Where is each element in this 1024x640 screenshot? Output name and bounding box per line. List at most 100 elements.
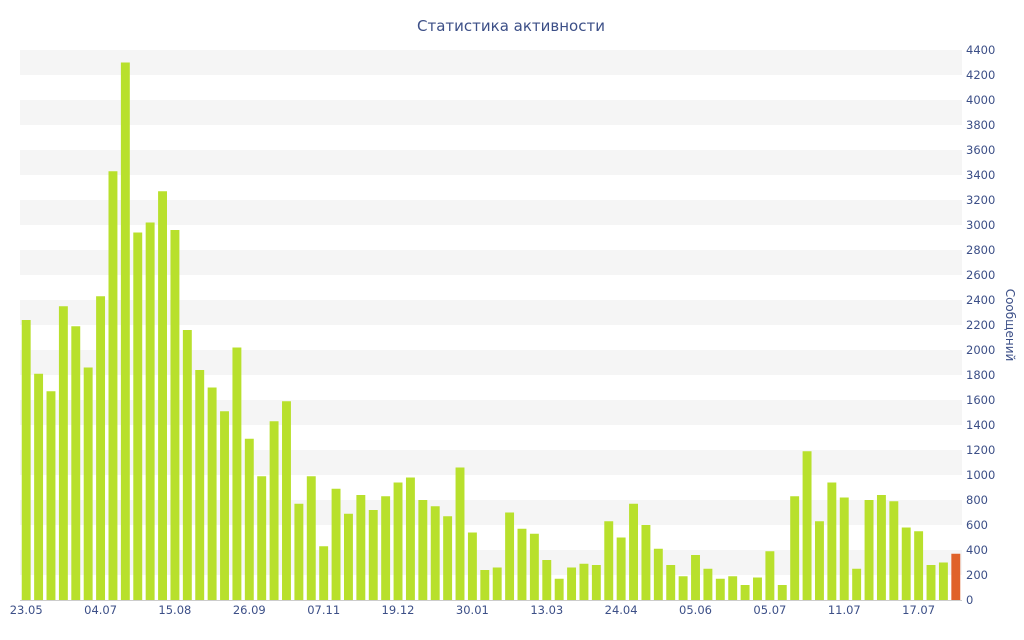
bar[interactable] (641, 525, 651, 600)
bar[interactable] (83, 367, 93, 601)
bar[interactable] (802, 451, 812, 600)
bar[interactable] (34, 373, 44, 600)
y-tick-label: 3600 (966, 143, 995, 157)
bar[interactable] (269, 421, 279, 600)
bar[interactable] (505, 512, 515, 601)
bar[interactable] (554, 578, 564, 600)
x-tick-label: 19.12 (382, 603, 415, 617)
bar[interactable] (356, 495, 366, 600)
bar-current[interactable] (951, 553, 961, 600)
bar[interactable] (926, 565, 936, 600)
bar[interactable] (740, 585, 750, 600)
bar[interactable] (653, 548, 663, 600)
bar[interactable] (467, 532, 477, 601)
bar[interactable] (889, 501, 899, 600)
grid-band (20, 50, 962, 75)
bar[interactable] (71, 326, 81, 600)
bar[interactable] (257, 476, 267, 600)
y-tick-label: 3400 (966, 168, 995, 182)
y-tick-label: 600 (966, 518, 988, 532)
bar[interactable] (901, 527, 911, 601)
bar[interactable] (542, 560, 552, 600)
bar[interactable] (492, 567, 502, 601)
y-tick-label: 0 (966, 593, 973, 607)
bar[interactable] (182, 330, 192, 600)
bar[interactable] (21, 320, 31, 600)
bar[interactable] (344, 513, 353, 600)
y-tick-label: 400 (966, 543, 988, 557)
bar[interactable] (703, 568, 713, 600)
bar[interactable] (839, 497, 849, 601)
bar[interactable] (765, 551, 775, 600)
bar[interactable] (678, 576, 688, 600)
bar[interactable] (480, 570, 490, 600)
y-tick-label: 1800 (966, 368, 995, 382)
bar[interactable] (529, 533, 539, 600)
bar[interactable] (381, 496, 391, 600)
bar[interactable] (753, 577, 762, 601)
bar[interactable] (691, 555, 700, 600)
bar[interactable] (777, 585, 787, 600)
bar[interactable] (616, 537, 626, 601)
bar[interactable] (455, 467, 465, 601)
bar[interactable] (306, 476, 316, 600)
bar[interactable] (517, 528, 527, 600)
bar[interactable] (938, 562, 948, 601)
bar[interactable] (579, 563, 589, 600)
bar[interactable] (282, 401, 291, 600)
bar[interactable] (405, 477, 415, 601)
y-tick-label: 3800 (966, 118, 995, 132)
bar[interactable] (319, 546, 329, 600)
x-tick-label: 15.08 (158, 603, 191, 617)
bar[interactable] (852, 568, 862, 600)
y-tick-label: 2600 (966, 268, 995, 282)
bar[interactable] (666, 565, 676, 600)
bar[interactable] (815, 521, 824, 600)
y-tick-label: 2000 (966, 343, 995, 357)
y-tick-label: 1000 (966, 468, 995, 482)
bar[interactable] (715, 578, 725, 600)
bar[interactable] (294, 503, 304, 600)
x-tick-label: 05.06 (679, 603, 712, 617)
bar[interactable] (418, 500, 428, 600)
bar[interactable] (108, 171, 118, 600)
bar[interactable] (58, 306, 68, 600)
bar[interactable] (244, 438, 254, 600)
bar[interactable] (207, 387, 217, 601)
y-tick-label: 4000 (966, 93, 995, 107)
bar[interactable] (604, 521, 614, 600)
bar[interactable] (790, 496, 800, 600)
bar[interactable] (158, 191, 167, 600)
bar[interactable] (393, 482, 403, 601)
bar[interactable] (629, 503, 638, 600)
bar[interactable] (133, 232, 143, 601)
grid-band (20, 200, 962, 225)
bar[interactable] (220, 411, 229, 600)
y-tick-label: 800 (966, 493, 988, 507)
x-tick-label: 13.03 (530, 603, 563, 617)
bar[interactable] (170, 230, 180, 600)
y-tick-label: 2800 (966, 243, 995, 257)
bar[interactable] (827, 482, 837, 601)
bar[interactable] (232, 347, 242, 601)
bar[interactable] (876, 495, 886, 600)
bar[interactable] (96, 296, 106, 600)
bar[interactable] (195, 370, 205, 600)
y-tick-label: 200 (966, 568, 988, 582)
y-tick-label: 3000 (966, 218, 995, 232)
bar[interactable] (864, 500, 874, 600)
bar[interactable] (46, 391, 56, 600)
bar[interactable] (331, 488, 341, 600)
x-tick-label: 11.07 (828, 603, 861, 617)
bar[interactable] (591, 565, 601, 600)
x-tick-label: 26.09 (233, 603, 266, 617)
bar[interactable] (120, 62, 130, 601)
bar[interactable] (567, 567, 577, 601)
bar[interactable] (914, 531, 924, 600)
bar[interactable] (443, 516, 453, 600)
bar[interactable] (728, 576, 738, 600)
bar[interactable] (430, 506, 440, 600)
bar[interactable] (145, 222, 155, 601)
bar[interactable] (368, 510, 378, 600)
